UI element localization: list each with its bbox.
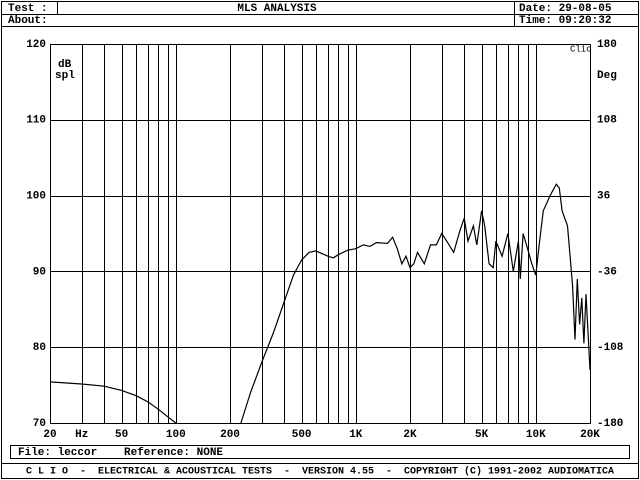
x-tick-label: 5K [475,429,489,441]
x-tick-label: Hz [75,429,88,441]
y-tick-label: 110 [26,115,46,127]
y2-tick-label: -36 [597,266,617,278]
file: File: leccor [18,447,97,459]
y-tick-label: 120 [26,39,46,51]
y2-tick-label: 108 [597,115,617,127]
y-tick-label: 90 [33,266,46,278]
x-tick-label: 20 [43,429,56,441]
y2-label: Deg [597,70,617,82]
title: MLS ANALYSIS [237,3,317,15]
curve [49,381,177,424]
y-label: spl [55,70,75,82]
y2-tick-label: -180 [597,418,623,430]
time: Time: 09:20:32 [519,15,611,27]
y-tick-label: 70 [33,418,46,430]
credits: C L I O - ELECTRICAL & ACOUSTICAL TESTS … [26,466,614,478]
y-tick-label: 80 [33,342,46,354]
x-tick-label: 200 [220,429,240,441]
x-tick-label: 100 [166,429,186,441]
reference: Reference: NONE [124,447,223,459]
x-tick-label: 20K [580,429,600,441]
y-label: dB [58,59,72,71]
y2-tick-label: -108 [597,342,624,354]
file-box [10,445,630,459]
about-label: About: [8,15,48,27]
badge: Clio [570,44,592,54]
x-tick-label: 1K [349,429,363,441]
curve [240,183,591,424]
plot-frame [50,44,591,424]
y-tick-label: 100 [26,191,46,203]
footer-box [1,463,639,479]
x-tick-label: 50 [115,429,128,441]
x-tick-label: 500 [292,429,312,441]
test-label: Test : [8,3,48,15]
date: Date: 29-08-05 [519,3,612,15]
y2-tick-label: 180 [597,39,617,51]
x-tick-label: 10K [526,429,546,441]
x-tick-label: 2K [403,429,417,441]
y2-tick-label: 36 [597,191,610,203]
